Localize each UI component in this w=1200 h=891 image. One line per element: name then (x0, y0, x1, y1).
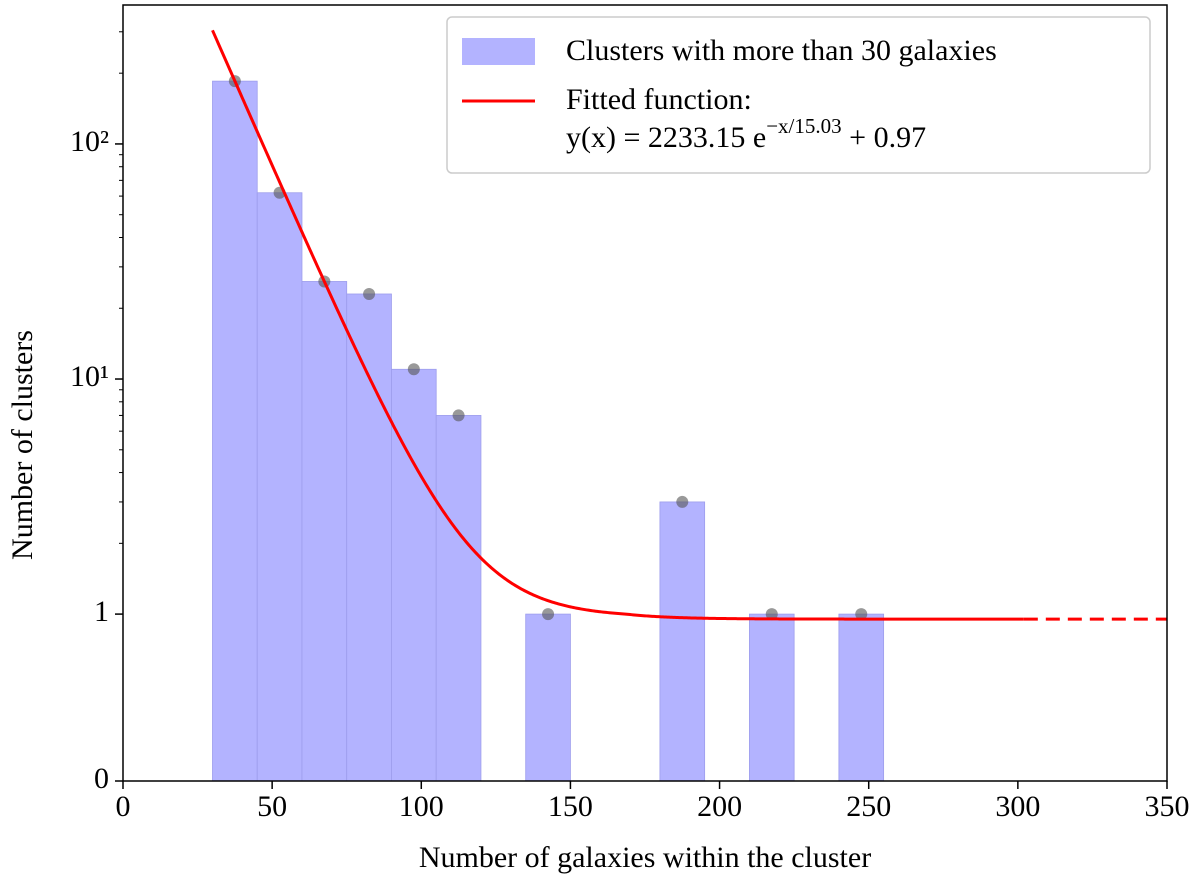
legend-equation: y(x) = 2233.15 e−x/15.03 + 0.97 (566, 114, 926, 154)
bin-marker (407, 363, 420, 376)
bin-marker (452, 409, 465, 422)
y-tick-label: 10¹ (70, 360, 109, 393)
bar (391, 368, 437, 781)
bar (659, 501, 706, 781)
legend: Clusters with more than 30 galaxies Fitte… (446, 16, 1151, 174)
y-axis-label: Number of clusters (6, 330, 39, 560)
bar (212, 80, 258, 781)
x-tick-label: 0 (116, 790, 131, 823)
plot-frame (122, 4, 1168, 782)
bar (749, 613, 795, 781)
plot-area (211, 29, 1167, 781)
x-axis-label: Number of galaxies within the cluster (419, 841, 871, 874)
equation-exponent: −x/15.03 (766, 114, 841, 138)
y-tick-label: 1 (94, 595, 109, 628)
y-tick-label: 0 (94, 762, 109, 795)
equation-suffix: + 0.97 (842, 121, 926, 154)
bar (301, 281, 348, 781)
x-tick-label: 350 (1145, 790, 1190, 823)
equation-prefix: y(x) = 2233.15 e (566, 121, 766, 154)
bar (435, 415, 482, 781)
x-tick-label: 150 (548, 790, 593, 823)
x-tick-label: 100 (399, 790, 444, 823)
bin-marker (676, 495, 689, 508)
y-tick-label: 10² (70, 125, 109, 158)
legend-label: Clusters with more than 30 galaxies (566, 34, 997, 67)
x-tick-label: 250 (846, 790, 891, 823)
bin-marker (765, 608, 778, 621)
x-tick-label: 300 (995, 790, 1040, 823)
bar (256, 192, 303, 781)
bar (346, 293, 392, 781)
x-tick-label: 200 (697, 790, 742, 823)
bin-marker (542, 608, 555, 621)
legend-label: Fitted function: (566, 83, 752, 116)
bar (525, 613, 571, 781)
bar (838, 613, 885, 781)
bin-marker (363, 287, 376, 300)
x-tick-label: 50 (257, 790, 287, 823)
legend-patch (462, 38, 535, 65)
bin-marker (855, 608, 868, 621)
legend-box (446, 16, 1151, 174)
fit-curve (211, 29, 1024, 621)
